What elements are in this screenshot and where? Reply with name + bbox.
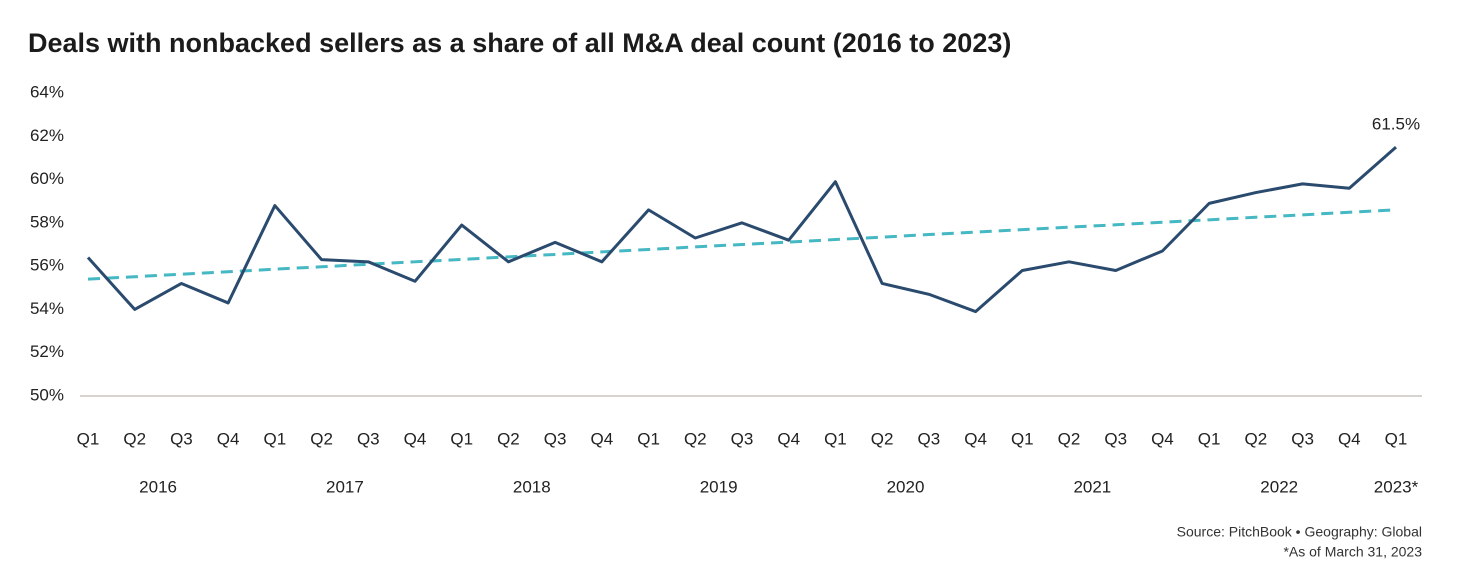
x-tick-label: Q1 [1011, 429, 1034, 448]
x-tick-label: Q4 [217, 429, 240, 448]
x-tick-label: Q4 [591, 429, 614, 448]
year-label: 2019 [700, 477, 738, 496]
x-tick-label: Q3 [918, 429, 941, 448]
x-tick-label: Q1 [450, 429, 473, 448]
x-tick-label: Q2 [310, 429, 333, 448]
y-tick-label: 58% [30, 212, 64, 231]
y-tick-label: 60% [30, 169, 64, 188]
source: Source: PitchBook • Geography: Global [1177, 524, 1422, 540]
y-tick-label: 62% [30, 126, 64, 145]
trend-line [87, 208, 1397, 281]
data-label: 61.5% [1372, 115, 1420, 134]
y-tick-label: 50% [30, 385, 64, 404]
x-tick-label: Q3 [731, 429, 754, 448]
x-tick-label: Q4 [964, 429, 987, 448]
x-tick-label: Q2 [1058, 429, 1081, 448]
x-tick-label: Q3 [544, 429, 567, 448]
year-label: 2020 [887, 477, 925, 496]
data-line [86, 145, 1397, 314]
x-tick-label: Q2 [1245, 429, 1268, 448]
year-label: 2022 [1260, 477, 1298, 496]
x-tick-label: Q2 [684, 429, 707, 448]
footnote: *As of March 31, 2023 [1283, 544, 1422, 560]
x-tick-label: Q1 [77, 429, 100, 448]
x-tick-label: Q1 [637, 429, 660, 448]
year-label: 2018 [513, 477, 551, 496]
x-tick-label: Q3 [1291, 429, 1314, 448]
x-tick-label: Q3 [170, 429, 193, 448]
year-label: 2016 [139, 477, 177, 496]
y-tick-label: 54% [30, 299, 64, 318]
x-tick-label: Q4 [777, 429, 800, 448]
year-label: 2021 [1073, 477, 1111, 496]
y-tick-label: 64% [30, 82, 64, 101]
x-tick-label: Q2 [497, 429, 520, 448]
x-tick-label: Q2 [123, 429, 146, 448]
x-tick-label: Q4 [404, 429, 427, 448]
y-tick-label: 52% [30, 342, 64, 361]
x-tick-label: Q4 [1151, 429, 1174, 448]
x-tick-label: Q1 [1198, 429, 1221, 448]
x-tick-label: Q3 [357, 429, 380, 448]
chart-title: Deals with nonbacked sellers as a share … [28, 28, 1011, 58]
year-label: 2023* [1374, 477, 1419, 496]
y-tick-label: 56% [30, 256, 64, 275]
x-tick-label: Q1 [824, 429, 847, 448]
year-label: 2017 [326, 477, 364, 496]
x-tick-label: Q1 [1385, 429, 1408, 448]
x-tick-label: Q3 [1104, 429, 1127, 448]
x-tick-label: Q1 [264, 429, 287, 448]
x-tick-label: Q4 [1338, 429, 1361, 448]
x-tick-label: Q2 [871, 429, 894, 448]
